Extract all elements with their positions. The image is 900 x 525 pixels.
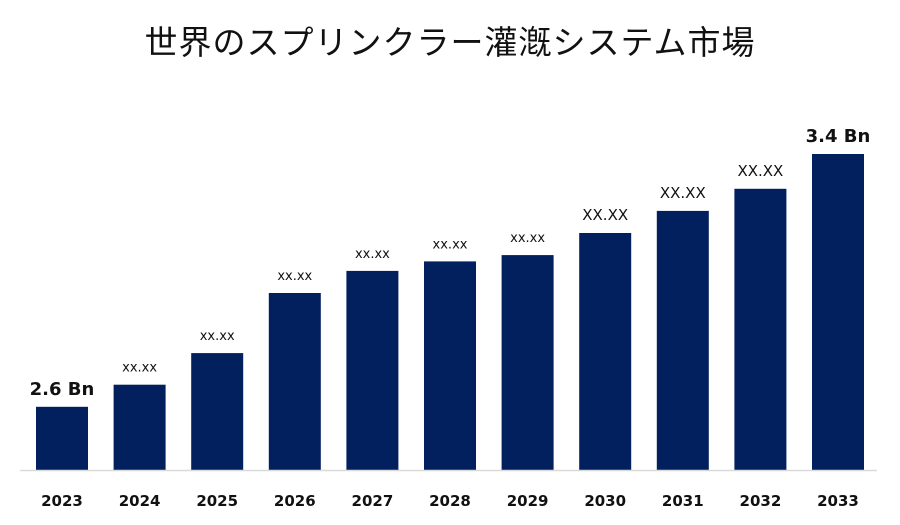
bar-2030 xyxy=(579,233,632,470)
x-tick-label-2027: 2027 xyxy=(352,492,394,510)
bar-2027 xyxy=(346,270,399,470)
data-label-2027: xx.xx xyxy=(355,247,390,262)
bar-2026 xyxy=(268,293,321,470)
bar-2032 xyxy=(734,188,787,471)
bar-2028 xyxy=(424,261,476,470)
chart-title: 世界のスプリンクラー灌漑システム市場 xyxy=(144,23,756,62)
x-tick-label-2033: 2033 xyxy=(817,492,859,510)
data-label-2024: xx.xx xyxy=(122,361,157,376)
x-tick-label-2024: 2024 xyxy=(119,492,161,510)
data-label-2029: xx.xx xyxy=(510,231,545,246)
x-tick-label-2030: 2030 xyxy=(584,492,626,510)
bar-2025 xyxy=(191,353,244,470)
x-tick-label-2025: 2025 xyxy=(196,492,238,510)
x-tick-label-2023: 2023 xyxy=(41,492,83,510)
data-label-2033: 3.4 Bn xyxy=(806,126,871,147)
x-tick-label-2029: 2029 xyxy=(507,492,549,510)
x-tick-label-2031: 2031 xyxy=(662,492,704,510)
bar-2023 xyxy=(36,406,88,470)
data-label-2023: 2.6 Bn xyxy=(30,379,95,400)
bar-2024 xyxy=(113,384,166,470)
data-label-2026: xx.xx xyxy=(277,269,312,284)
bar-2029 xyxy=(501,255,554,470)
x-tick-label-2032: 2032 xyxy=(740,492,782,510)
x-tick-label-2028: 2028 xyxy=(429,492,471,510)
bar-2033 xyxy=(812,154,864,470)
data-label-2030: XX.XX xyxy=(582,206,628,224)
data-label-2032: XX.XX xyxy=(737,162,783,180)
data-label-2025: xx.xx xyxy=(200,329,235,344)
x-tick-label-2026: 2026 xyxy=(274,492,316,510)
data-label-2028: xx.xx xyxy=(433,237,468,252)
bar-2031 xyxy=(656,210,709,470)
data-label-2031: XX.XX xyxy=(660,184,706,202)
